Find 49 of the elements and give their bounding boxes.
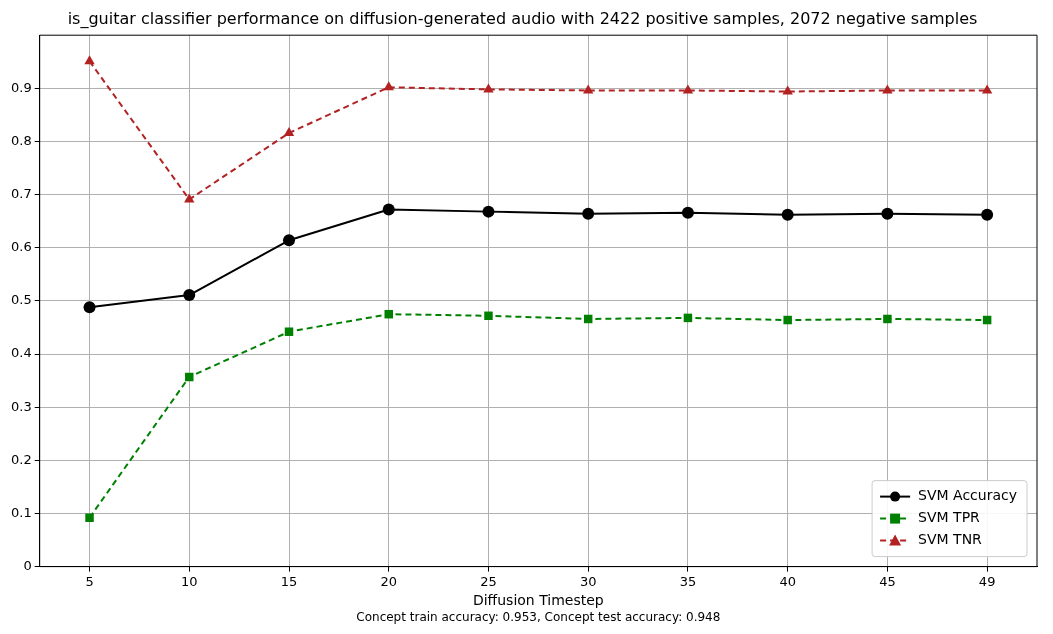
y-tick-label: 0.6 bbox=[10, 239, 32, 255]
point bbox=[85, 513, 94, 522]
point bbox=[284, 327, 294, 336]
x-tick-label: 40 bbox=[779, 573, 796, 589]
point bbox=[283, 234, 296, 247]
point bbox=[883, 314, 892, 324]
point bbox=[783, 315, 792, 325]
y-tick-label: 0.2 bbox=[10, 451, 32, 467]
point bbox=[881, 207, 894, 220]
text: Concept train accuracy: 0.953, Concept test accuracy: 0.948 bbox=[356, 610, 721, 625]
chart-title: is_guitar classifier performance on diffusion-generated audio with 2422 positive samples, 2072 negative samples bbox=[67, 8, 978, 29]
y-tick-label: 0 bbox=[23, 557, 32, 573]
point bbox=[484, 311, 493, 321]
y-tick-label: 0.7 bbox=[10, 185, 32, 201]
legend-label: SVM Accuracy bbox=[918, 487, 1018, 504]
x-tick-label: 35 bbox=[679, 573, 697, 589]
point bbox=[83, 301, 96, 314]
x-tick-label: 20 bbox=[380, 573, 398, 589]
point bbox=[185, 372, 194, 382]
x-tick-label: 15 bbox=[280, 573, 298, 589]
legend-label: SVM TNR bbox=[918, 531, 983, 548]
point bbox=[382, 203, 395, 216]
point bbox=[483, 83, 494, 93]
x-tick-label: 45 bbox=[879, 573, 896, 589]
legend-label: SVM TPR bbox=[918, 509, 981, 526]
y-tick-label: 0.5 bbox=[10, 292, 32, 308]
point bbox=[681, 206, 694, 219]
x-tick-label: 30 bbox=[579, 573, 597, 589]
point bbox=[283, 126, 295, 136]
x-tick-label: 25 bbox=[480, 573, 497, 589]
point bbox=[482, 205, 495, 218]
point bbox=[84, 55, 95, 65]
y-tick-label: 0.9 bbox=[10, 79, 32, 95]
y-tick-label: 0.8 bbox=[10, 132, 32, 148]
point bbox=[682, 84, 694, 94]
x-tick-label: 49 bbox=[978, 573, 996, 589]
point bbox=[781, 208, 794, 221]
x-tick-label: 10 bbox=[181, 573, 198, 589]
y-tick-label: 0.4 bbox=[10, 345, 32, 361]
point bbox=[782, 85, 793, 95]
point bbox=[183, 289, 196, 302]
point bbox=[384, 309, 393, 319]
point bbox=[383, 81, 394, 91]
x-tick-label: 5 bbox=[85, 573, 94, 589]
x-axis-title: Diffusion Timestep bbox=[472, 592, 604, 609]
y-tick-label: 0.1 bbox=[10, 504, 32, 520]
point bbox=[981, 208, 994, 221]
point bbox=[582, 207, 595, 220]
y-tick-label: 0.3 bbox=[10, 398, 32, 414]
